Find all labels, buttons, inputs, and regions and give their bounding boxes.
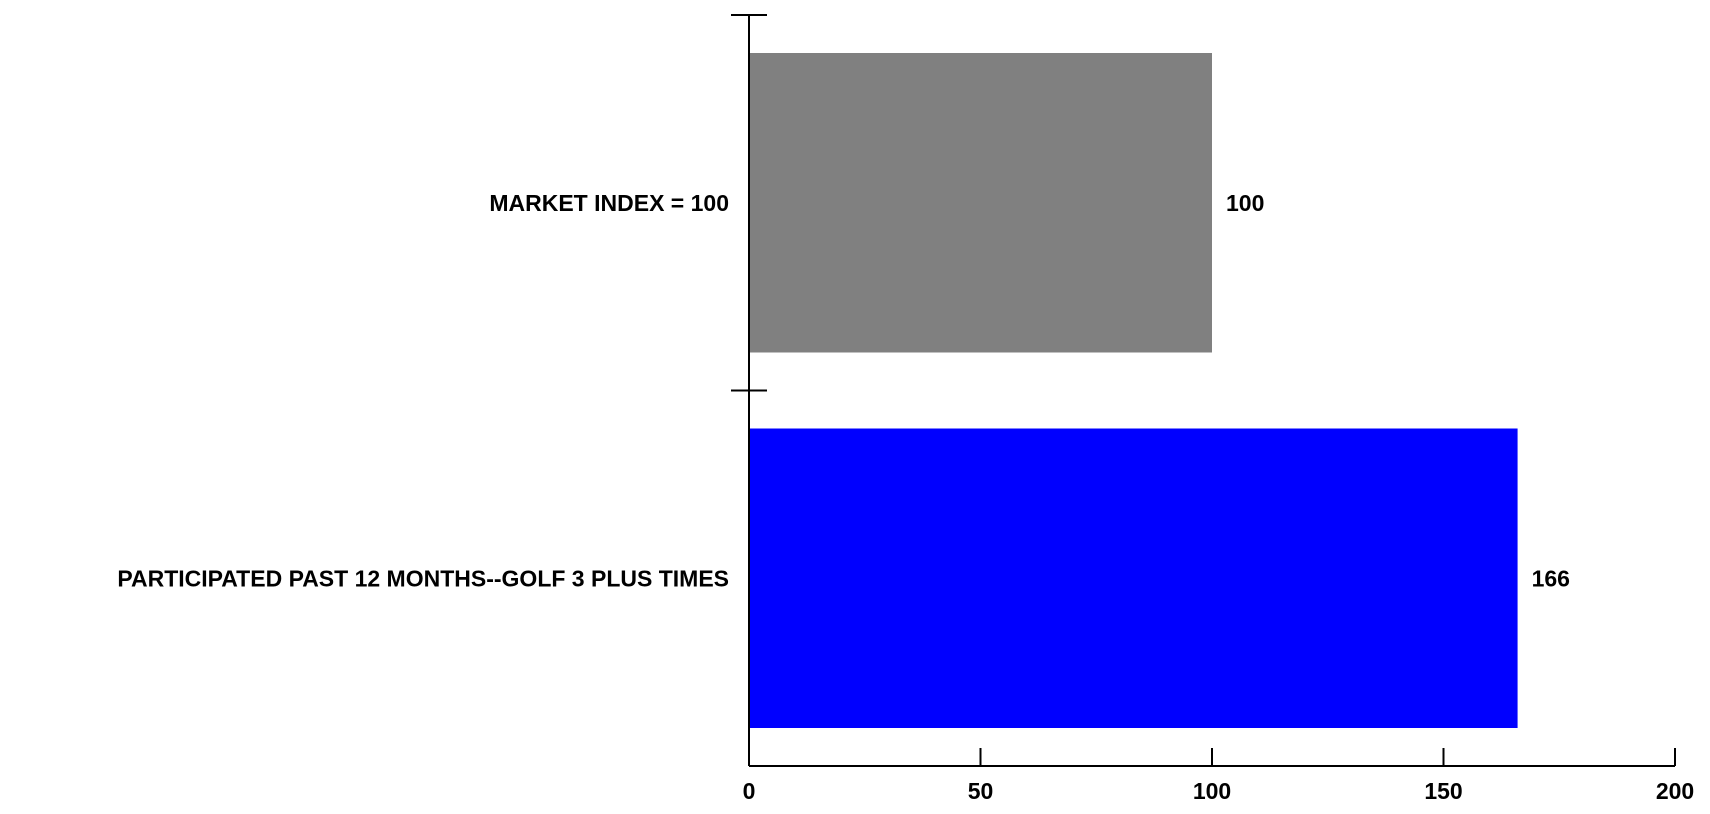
category-label-1: MARKET INDEX = 100 [489, 190, 729, 216]
value-label-1: 100 [1226, 190, 1264, 216]
bar-2 [749, 428, 1518, 728]
x-tick-label-200: 200 [1656, 778, 1694, 804]
x-tick-label-150: 150 [1424, 778, 1462, 804]
x-tick-label-50: 50 [968, 778, 994, 804]
x-tick-label-100: 100 [1193, 778, 1231, 804]
bar-1 [749, 53, 1212, 353]
bars-layer [749, 53, 1518, 728]
x-tick-label-0: 0 [743, 778, 756, 804]
value-label-2: 166 [1532, 565, 1570, 591]
category-label-2: PARTICIPATED PAST 12 MONTHS--GOLF 3 PLUS… [117, 565, 729, 591]
labels-layer: MARKET INDEX = 100 100 PARTICIPATED PAST 1… [117, 190, 1694, 804]
axes-layer [731, 14, 1676, 767]
